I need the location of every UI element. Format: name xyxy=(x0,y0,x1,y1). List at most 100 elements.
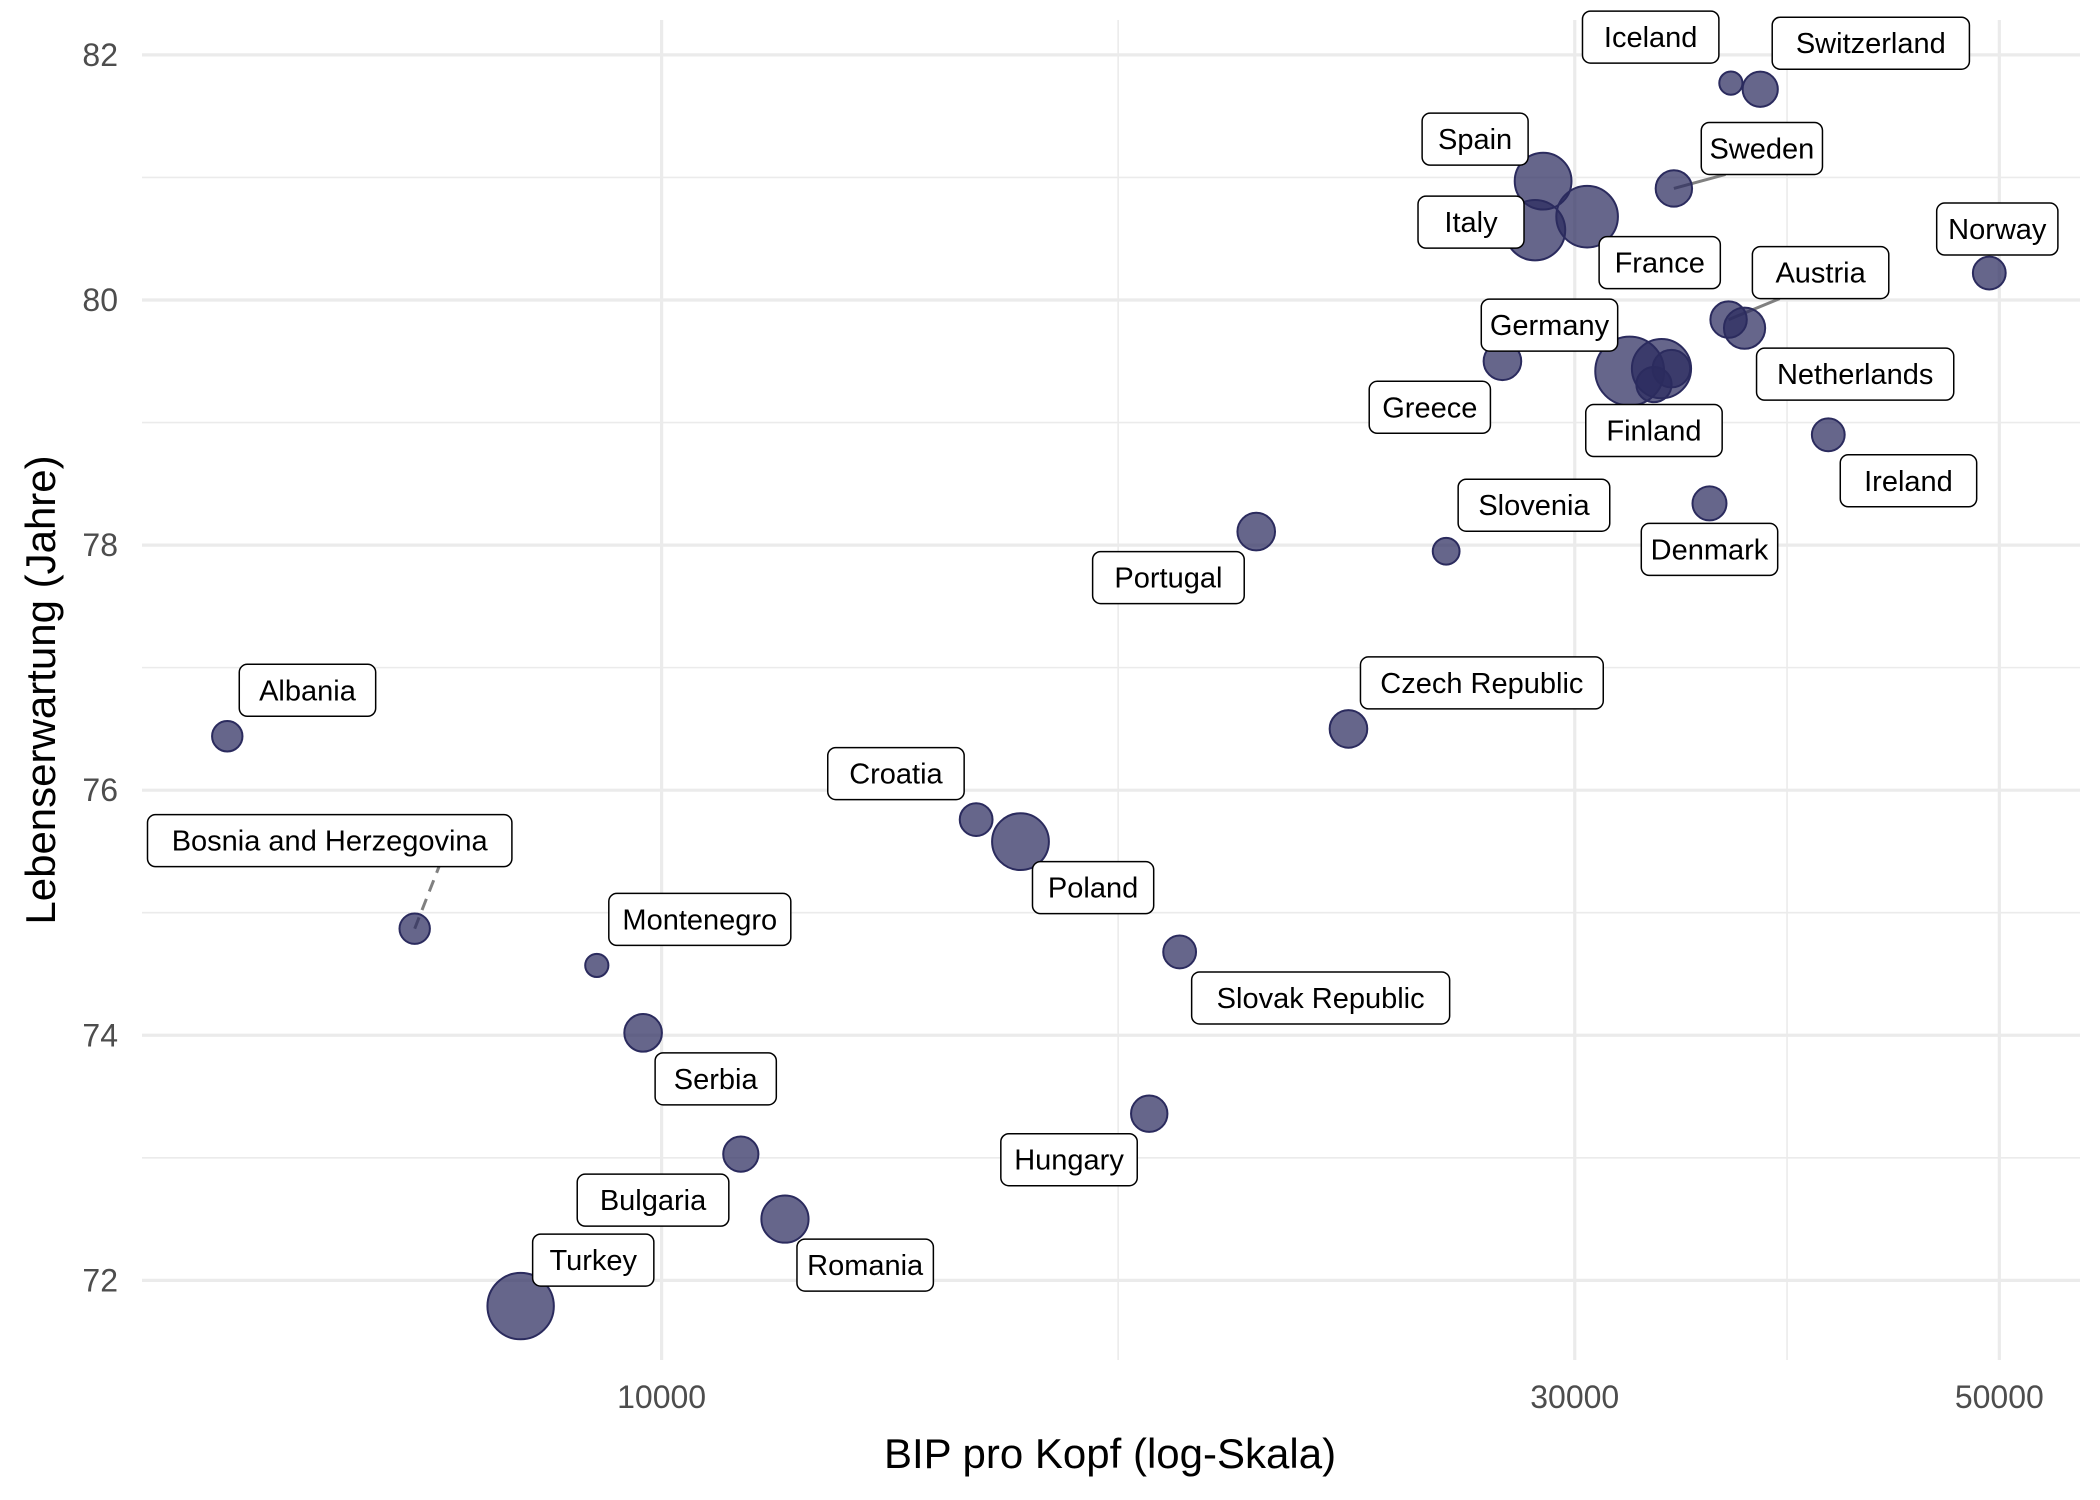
x-tick-label: 10000 xyxy=(617,1379,706,1415)
data-label-text: Romania xyxy=(807,1250,924,1282)
data-label-text: Slovak Republic xyxy=(1217,983,1425,1015)
data-label-box xyxy=(1368,380,1492,435)
y-tick-label: 72 xyxy=(82,1262,118,1298)
data-label: Poland xyxy=(1031,860,1155,915)
data-label-box xyxy=(1700,121,1824,176)
data-point: Spain xyxy=(1513,151,1573,211)
x-axis-ticks: 10000 30000 50000 xyxy=(617,1379,2044,1415)
data-label-box xyxy=(1190,971,1451,1025)
data-label: Albania xyxy=(238,663,377,718)
data-point: Croatia xyxy=(958,802,994,837)
data-point: Turkey xyxy=(486,1271,555,1341)
data-label-text: Austria xyxy=(1775,258,1866,290)
data-label-box xyxy=(1581,10,1720,64)
data-label: Czech Republic xyxy=(1359,656,1605,710)
data-label: Romania xyxy=(796,1238,935,1292)
x-tick-label: 30000 xyxy=(1530,1379,1619,1415)
y-tick-label: 80 xyxy=(82,282,118,318)
data-label-text: Spain xyxy=(1438,124,1512,156)
data-labels: Iceland Switzerland Spain Sweden Italy France… xyxy=(146,10,2059,1292)
data-label-box xyxy=(608,892,792,947)
data-label: Norway xyxy=(1935,202,2059,256)
data-label-box xyxy=(1935,202,2059,256)
data-point: Austria xyxy=(1709,300,1748,339)
data-label-text: Montenegro xyxy=(622,904,777,936)
data-points: GermanyTurkeyFranceItalyUnited KingdomPo… xyxy=(211,70,2007,1341)
data-label: France xyxy=(1598,235,1722,290)
data-label: Slovak Republic xyxy=(1190,971,1451,1025)
data-label: Turkey xyxy=(531,1233,655,1287)
data-label-box xyxy=(1755,347,1955,401)
data-label-box xyxy=(796,1238,935,1292)
data-label-box xyxy=(1839,454,1978,508)
data-label: Sweden xyxy=(1700,121,1824,176)
data-point: Czech Republic xyxy=(1328,709,1369,749)
data-label-text: Bosnia and Herzegovina xyxy=(172,826,489,858)
data-point: Switzerland xyxy=(1741,70,1779,108)
data-label-box xyxy=(1000,1132,1138,1187)
data-label-text: Bulgaria xyxy=(600,1185,707,1217)
data-label-text: Poland xyxy=(1048,873,1138,905)
data-label: Montenegro xyxy=(608,892,792,947)
data-label: Iceland xyxy=(1581,10,1720,64)
data-label: Croatia xyxy=(827,746,965,801)
data-label-box xyxy=(1640,522,1779,577)
data-label-box xyxy=(146,813,513,868)
data-label-box xyxy=(1031,860,1155,915)
data-point: Denmark xyxy=(1691,485,1728,522)
data-label-text: Norway xyxy=(1948,214,2047,246)
data-label-text: Turkey xyxy=(549,1245,637,1277)
data-label-box xyxy=(827,746,965,801)
data-label-text: Czech Republic xyxy=(1380,668,1583,700)
data-point: Finland xyxy=(1635,365,1673,404)
data-label: Netherlands xyxy=(1755,347,1955,401)
data-label-box xyxy=(1480,298,1619,352)
data-label-box xyxy=(531,1233,655,1287)
data-label: Switzerland xyxy=(1771,16,1971,70)
data-label-text: Sweden xyxy=(1709,133,1814,165)
data-label-text: Germany xyxy=(1490,310,1610,342)
data-point: Bulgaria xyxy=(722,1135,760,1173)
data-label: Portugal xyxy=(1091,550,1245,605)
data-point: Montenegro xyxy=(584,952,610,979)
data-label: Finland xyxy=(1585,403,1723,458)
data-label-box xyxy=(238,663,377,718)
data-label-text: Albania xyxy=(259,675,357,707)
data-label-box xyxy=(654,1052,778,1106)
data-label-text: Greece xyxy=(1382,392,1477,424)
data-label-text: Italy xyxy=(1444,207,1498,239)
data-label-text: Iceland xyxy=(1604,22,1698,54)
data-label-text: Finland xyxy=(1606,416,1701,448)
y-tick-label: 78 xyxy=(82,527,118,563)
data-label-text: Netherlands xyxy=(1777,359,1933,391)
data-label-box xyxy=(1751,245,1890,300)
data-label-box xyxy=(1421,112,1529,166)
data-label: Serbia xyxy=(654,1052,778,1106)
data-label-text: Slovenia xyxy=(1478,490,1590,522)
data-label-text: Croatia xyxy=(849,759,943,791)
data-point: Slovenia xyxy=(1431,536,1461,566)
data-label: Ireland xyxy=(1839,454,1978,508)
data-label-text: Serbia xyxy=(674,1064,759,1096)
data-point: Ireland xyxy=(1810,417,1846,453)
data-point: Albania xyxy=(211,720,244,753)
data-label-box xyxy=(1417,195,1525,249)
data-label: Hungary xyxy=(1000,1132,1138,1187)
data-label-text: Hungary xyxy=(1014,1145,1124,1177)
data-label: Austria xyxy=(1751,245,1890,300)
data-label-box xyxy=(576,1173,730,1227)
data-label: Germany xyxy=(1480,298,1619,352)
y-tick-label: 76 xyxy=(82,772,118,808)
data-label-text: Portugal xyxy=(1114,563,1222,595)
data-label-text: Denmark xyxy=(1651,534,1769,566)
data-label-box xyxy=(1771,16,1971,70)
data-label-box xyxy=(1091,550,1245,605)
data-label-box xyxy=(1585,403,1723,458)
data-label: Greece xyxy=(1368,380,1492,435)
y-tick-label: 74 xyxy=(82,1017,118,1053)
data-label-text: France xyxy=(1615,248,1705,280)
y-axis-title: Lebenserwartung (Jahre) xyxy=(17,455,64,924)
data-point: Sweden xyxy=(1654,169,1694,208)
data-point: Hungary xyxy=(1130,1094,1169,1133)
